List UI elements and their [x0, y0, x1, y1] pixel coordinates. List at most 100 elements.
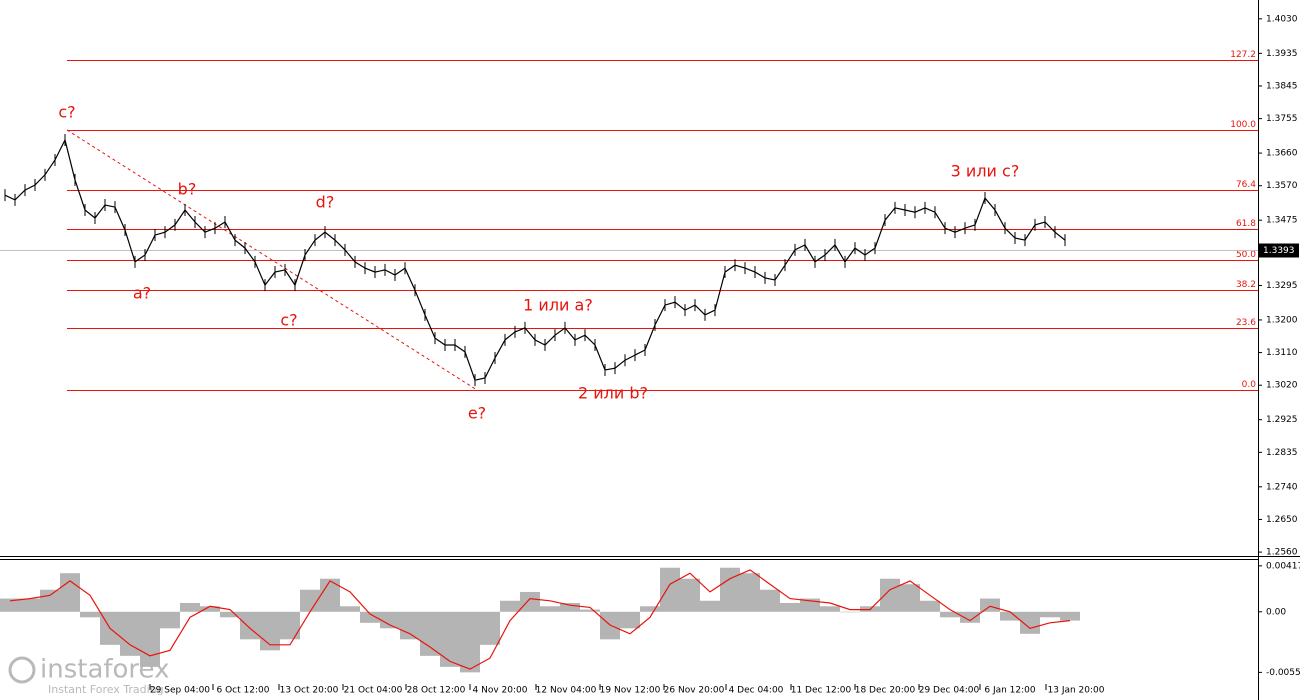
histogram-bar — [560, 602, 580, 612]
wave-label: b? — [178, 180, 197, 199]
histogram-bar — [680, 578, 700, 612]
histogram-bar — [140, 611, 160, 667]
histogram-bar — [80, 611, 100, 618]
fib-label: 76.4 — [1236, 180, 1256, 190]
histogram-bar — [340, 606, 360, 612]
histogram-bar — [0, 598, 20, 612]
fib-label: 0.0 — [1242, 380, 1257, 390]
histogram-bar — [300, 589, 320, 612]
histogram-bar — [920, 600, 940, 612]
histogram-bar — [180, 602, 200, 612]
fib-label: 127.2 — [1230, 50, 1256, 60]
histogram-bar — [580, 609, 600, 612]
wave-label: 3 или c? — [951, 162, 1020, 181]
y-tick-label: 1.2835 — [1266, 448, 1298, 458]
wave-label: e? — [468, 404, 486, 423]
x-tick-label: 21 Oct 04:00 — [344, 686, 403, 696]
histogram-bar — [840, 611, 860, 613]
fib-label: 100.0 — [1230, 120, 1256, 130]
histogram-bar — [480, 611, 500, 645]
watermark-logo — [8, 656, 36, 684]
x-tick-label: 13 Oct 20:00 — [280, 686, 339, 696]
wave-label: 2 или b? — [578, 384, 648, 403]
y-tick-label: 1.3660 — [1266, 149, 1298, 159]
histogram-bar — [820, 606, 840, 612]
watermark-tagline: Instant Forex Trading — [48, 683, 164, 696]
current-price-box — [1259, 243, 1299, 258]
histogram-bar — [720, 567, 740, 612]
histogram-bar — [1060, 611, 1080, 621]
histogram-bar — [320, 578, 340, 612]
histogram-bar — [440, 611, 460, 667]
x-tick-label: 26 Nov 20:00 — [664, 686, 725, 696]
x-tick-label: 12 Nov 04:00 — [536, 686, 597, 696]
fib-label: 50.0 — [1236, 250, 1256, 260]
x-tick-label: 29 Sep 04:00 — [150, 686, 210, 696]
histogram-bar — [640, 606, 660, 612]
y-tick-label: 1.3020 — [1266, 381, 1298, 391]
x-tick-label: 11 Dec 12:00 — [791, 686, 852, 696]
histogram-bar — [660, 567, 680, 612]
histogram-bar — [900, 584, 920, 612]
x-tick-label: 13 Jan 20:00 — [1048, 686, 1105, 696]
y-tick-label: 1.3110 — [1266, 348, 1298, 358]
osc-tick-label: -0.0055 — [1266, 668, 1300, 678]
histogram-bar — [540, 606, 560, 612]
histogram-bar — [360, 611, 380, 623]
x-tick-label: 18 Dec 20:00 — [855, 686, 916, 696]
histogram-bar — [740, 573, 760, 612]
histogram-bar — [400, 611, 420, 640]
fib-label: 61.8 — [1236, 219, 1256, 229]
current-price-label: 1.3393 — [1263, 246, 1295, 256]
x-tick-label: 4 Nov 20:00 — [473, 686, 528, 696]
y-tick-label: 1.2650 — [1266, 515, 1298, 525]
histogram-bar — [60, 573, 80, 612]
histogram-bar — [760, 589, 780, 612]
histogram-bar — [500, 600, 520, 612]
histogram-bar — [960, 611, 980, 623]
histogram-bar — [200, 606, 220, 612]
y-tick-label: 1.3935 — [1266, 49, 1298, 59]
histogram-bar — [380, 611, 400, 629]
histogram-bar — [880, 578, 900, 612]
histogram-bar — [240, 611, 260, 640]
histogram-bar — [420, 611, 440, 656]
x-tick-label: 19 Nov 12:00 — [600, 686, 661, 696]
y-tick-label: 1.2560 — [1266, 548, 1298, 558]
osc-tick-label: 0.00417 — [1266, 561, 1300, 571]
histogram-bar — [620, 611, 640, 629]
wave-label: 1 или a? — [523, 296, 593, 315]
histogram-bar — [160, 611, 180, 629]
y-tick-label: 1.3845 — [1266, 81, 1298, 91]
y-tick-label: 1.2740 — [1266, 482, 1298, 492]
histogram-bar — [1020, 611, 1040, 634]
histogram-bar — [700, 600, 720, 612]
x-tick-label: 29 Dec 04:00 — [919, 686, 980, 696]
y-tick-label: 1.4030 — [1266, 14, 1298, 24]
histogram-bar — [40, 589, 60, 612]
wave-label: c? — [58, 103, 75, 122]
histogram-bar — [20, 598, 40, 612]
histogram-bar — [980, 598, 1000, 612]
histogram-bar — [780, 602, 800, 612]
histogram-bar — [1000, 611, 1020, 621]
y-tick-label: 1.3755 — [1266, 114, 1298, 124]
watermark: instaforex Instant Forex Trading — [8, 655, 169, 696]
histogram-bar — [220, 611, 240, 618]
histogram-bar — [1040, 611, 1060, 618]
y-tick-label: 1.3570 — [1266, 181, 1298, 191]
fib-label: 38.2 — [1236, 280, 1256, 290]
wave-label: d? — [316, 193, 335, 212]
wave-label: c? — [280, 311, 297, 330]
y-tick-label: 1.3295 — [1266, 281, 1298, 291]
histogram-bar — [940, 611, 960, 618]
histogram-bar — [460, 611, 480, 673]
wave-label: a? — [133, 284, 151, 303]
y-tick-label: 1.3200 — [1266, 315, 1298, 325]
osc-tick-label: 0.00 — [1266, 607, 1286, 617]
y-tick-label: 1.3475 — [1266, 216, 1298, 226]
x-tick-label: 6 Oct 12:00 — [217, 686, 270, 696]
signal-line — [9, 569, 1071, 670]
